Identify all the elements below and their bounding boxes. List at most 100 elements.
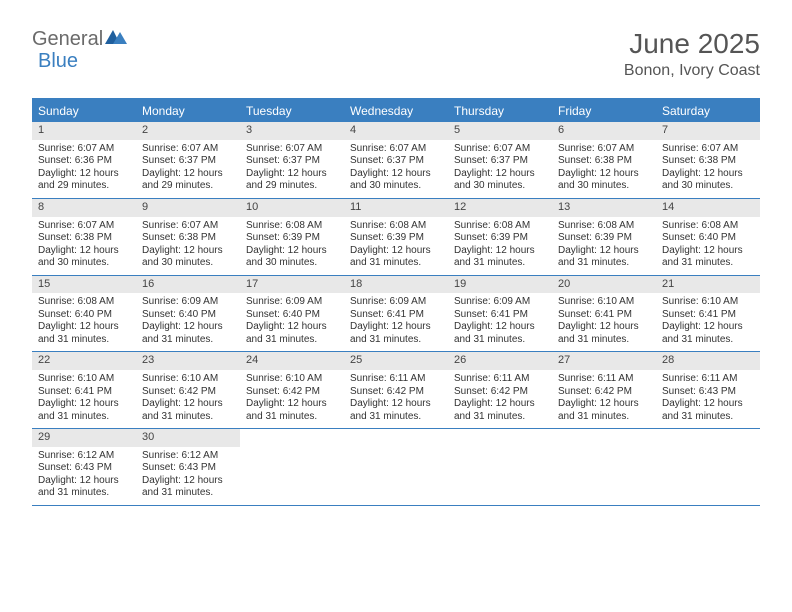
sunrise-text: Sunrise: 6:07 AM <box>454 143 546 156</box>
day-cell: 23Sunrise: 6:10 AMSunset: 6:42 PMDayligh… <box>136 352 240 428</box>
daylight-text: Daylight: 12 hours and 30 minutes. <box>142 245 234 270</box>
day-body: Sunrise: 6:10 AMSunset: 6:42 PMDaylight:… <box>136 370 240 428</box>
day-cell: 19Sunrise: 6:09 AMSunset: 6:41 PMDayligh… <box>448 276 552 352</box>
day-header-monday: Monday <box>136 100 240 122</box>
sunrise-text: Sunrise: 6:12 AM <box>38 450 130 463</box>
day-body: Sunrise: 6:08 AMSunset: 6:39 PMDaylight:… <box>344 217 448 275</box>
sunrise-text: Sunrise: 6:09 AM <box>454 296 546 309</box>
daylight-text: Daylight: 12 hours and 31 minutes. <box>662 321 754 346</box>
daylight-text: Daylight: 12 hours and 31 minutes. <box>454 321 546 346</box>
sunrise-text: Sunrise: 6:11 AM <box>454 373 546 386</box>
week-row: 1Sunrise: 6:07 AMSunset: 6:36 PMDaylight… <box>32 122 760 199</box>
day-body: Sunrise: 6:07 AMSunset: 6:37 PMDaylight:… <box>136 140 240 198</box>
sunrise-text: Sunrise: 6:10 AM <box>38 373 130 386</box>
day-cell: 18Sunrise: 6:09 AMSunset: 6:41 PMDayligh… <box>344 276 448 352</box>
day-cell: 29Sunrise: 6:12 AMSunset: 6:43 PMDayligh… <box>32 429 136 505</box>
day-number: 21 <box>656 276 760 294</box>
sunrise-text: Sunrise: 6:07 AM <box>662 143 754 156</box>
sunset-text: Sunset: 6:42 PM <box>558 386 650 399</box>
day-number: 28 <box>656 352 760 370</box>
day-cell: 30Sunrise: 6:12 AMSunset: 6:43 PMDayligh… <box>136 429 240 505</box>
day-body: Sunrise: 6:07 AMSunset: 6:38 PMDaylight:… <box>32 217 136 275</box>
day-body: Sunrise: 6:12 AMSunset: 6:43 PMDaylight:… <box>136 447 240 505</box>
week-row: 22Sunrise: 6:10 AMSunset: 6:41 PMDayligh… <box>32 352 760 429</box>
sunrise-text: Sunrise: 6:10 AM <box>246 373 338 386</box>
sunrise-text: Sunrise: 6:08 AM <box>454 220 546 233</box>
day-number: 10 <box>240 199 344 217</box>
day-number: 8 <box>32 199 136 217</box>
logo-triangle-icon <box>105 28 127 51</box>
day-header-sunday: Sunday <box>32 100 136 122</box>
daylight-text: Daylight: 12 hours and 31 minutes. <box>246 321 338 346</box>
week-row: 29Sunrise: 6:12 AMSunset: 6:43 PMDayligh… <box>32 429 760 506</box>
day-header-thursday: Thursday <box>448 100 552 122</box>
sunset-text: Sunset: 6:39 PM <box>350 232 442 245</box>
day-number: 16 <box>136 276 240 294</box>
sunset-text: Sunset: 6:43 PM <box>662 386 754 399</box>
day-cell: 20Sunrise: 6:10 AMSunset: 6:41 PMDayligh… <box>552 276 656 352</box>
day-body: Sunrise: 6:11 AMSunset: 6:43 PMDaylight:… <box>656 370 760 428</box>
day-cell: 2Sunrise: 6:07 AMSunset: 6:37 PMDaylight… <box>136 122 240 198</box>
daylight-text: Daylight: 12 hours and 31 minutes. <box>454 398 546 423</box>
day-cell: 22Sunrise: 6:10 AMSunset: 6:41 PMDayligh… <box>32 352 136 428</box>
day-number: 14 <box>656 199 760 217</box>
day-body: Sunrise: 6:07 AMSunset: 6:38 PMDaylight:… <box>552 140 656 198</box>
day-number: 7 <box>656 122 760 140</box>
day-cell: 7Sunrise: 6:07 AMSunset: 6:38 PMDaylight… <box>656 122 760 198</box>
day-number: 6 <box>552 122 656 140</box>
daylight-text: Daylight: 12 hours and 31 minutes. <box>350 398 442 423</box>
day-cell: 5Sunrise: 6:07 AMSunset: 6:37 PMDaylight… <box>448 122 552 198</box>
day-number: 2 <box>136 122 240 140</box>
daylight-text: Daylight: 12 hours and 31 minutes. <box>558 398 650 423</box>
daylight-text: Daylight: 12 hours and 31 minutes. <box>142 398 234 423</box>
sunset-text: Sunset: 6:38 PM <box>662 155 754 168</box>
day-body: Sunrise: 6:11 AMSunset: 6:42 PMDaylight:… <box>448 370 552 428</box>
day-number: 11 <box>344 199 448 217</box>
day-body: Sunrise: 6:10 AMSunset: 6:41 PMDaylight:… <box>656 293 760 351</box>
day-cell: 13Sunrise: 6:08 AMSunset: 6:39 PMDayligh… <box>552 199 656 275</box>
day-body: Sunrise: 6:11 AMSunset: 6:42 PMDaylight:… <box>552 370 656 428</box>
week-row: 8Sunrise: 6:07 AMSunset: 6:38 PMDaylight… <box>32 199 760 276</box>
calendar-page: General June 2025 Bonon, Ivory Coast Blu… <box>0 0 792 526</box>
day-cell: 15Sunrise: 6:08 AMSunset: 6:40 PMDayligh… <box>32 276 136 352</box>
sunset-text: Sunset: 6:42 PM <box>142 386 234 399</box>
sunset-text: Sunset: 6:41 PM <box>350 309 442 322</box>
header-row: General June 2025 Bonon, Ivory Coast <box>32 28 760 80</box>
sunrise-text: Sunrise: 6:07 AM <box>246 143 338 156</box>
day-body: Sunrise: 6:07 AMSunset: 6:37 PMDaylight:… <box>448 140 552 198</box>
sunrise-text: Sunrise: 6:08 AM <box>246 220 338 233</box>
day-cell-empty <box>448 429 552 505</box>
logo: General <box>32 28 128 51</box>
weeks-container: 1Sunrise: 6:07 AMSunset: 6:36 PMDaylight… <box>32 122 760 506</box>
day-header-saturday: Saturday <box>656 100 760 122</box>
daylight-text: Daylight: 12 hours and 31 minutes. <box>246 398 338 423</box>
day-header-tuesday: Tuesday <box>240 100 344 122</box>
day-body: Sunrise: 6:08 AMSunset: 6:39 PMDaylight:… <box>240 217 344 275</box>
sunset-text: Sunset: 6:39 PM <box>246 232 338 245</box>
sunrise-text: Sunrise: 6:07 AM <box>142 143 234 156</box>
daylight-text: Daylight: 12 hours and 29 minutes. <box>246 168 338 193</box>
day-number: 13 <box>552 199 656 217</box>
day-cell: 14Sunrise: 6:08 AMSunset: 6:40 PMDayligh… <box>656 199 760 275</box>
day-cell-empty <box>240 429 344 505</box>
day-cell: 9Sunrise: 6:07 AMSunset: 6:38 PMDaylight… <box>136 199 240 275</box>
sunset-text: Sunset: 6:37 PM <box>246 155 338 168</box>
sunset-text: Sunset: 6:42 PM <box>246 386 338 399</box>
sunset-text: Sunset: 6:39 PM <box>558 232 650 245</box>
sunrise-text: Sunrise: 6:12 AM <box>142 450 234 463</box>
sunset-text: Sunset: 6:40 PM <box>38 309 130 322</box>
sunset-text: Sunset: 6:41 PM <box>454 309 546 322</box>
week-row: 15Sunrise: 6:08 AMSunset: 6:40 PMDayligh… <box>32 276 760 353</box>
day-number: 23 <box>136 352 240 370</box>
day-number: 15 <box>32 276 136 294</box>
sunrise-text: Sunrise: 6:08 AM <box>350 220 442 233</box>
day-number: 3 <box>240 122 344 140</box>
sunrise-text: Sunrise: 6:08 AM <box>38 296 130 309</box>
sunset-text: Sunset: 6:40 PM <box>142 309 234 322</box>
day-cell-empty <box>344 429 448 505</box>
sunrise-text: Sunrise: 6:10 AM <box>662 296 754 309</box>
day-cell-empty <box>552 429 656 505</box>
day-body: Sunrise: 6:07 AMSunset: 6:36 PMDaylight:… <box>32 140 136 198</box>
daylight-text: Daylight: 12 hours and 31 minutes. <box>38 475 130 500</box>
day-body: Sunrise: 6:08 AMSunset: 6:39 PMDaylight:… <box>448 217 552 275</box>
